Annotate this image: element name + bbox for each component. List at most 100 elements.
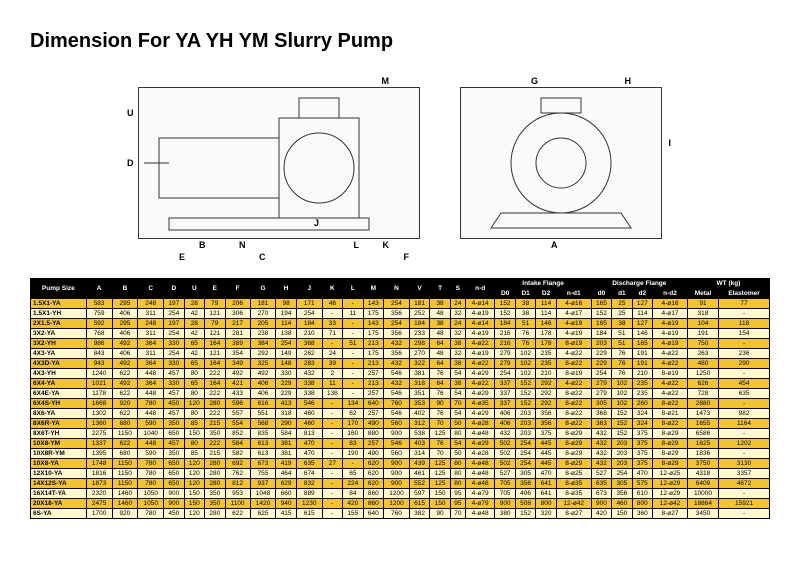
dim-cell: 120	[184, 479, 204, 489]
pump-size-cell: 3X2-YH	[31, 339, 87, 349]
dim-cell: 2880	[687, 399, 718, 409]
dim-cell: 235	[536, 359, 556, 369]
dim-cell: 1040	[138, 429, 164, 439]
dim-cell: 4-ø48	[465, 509, 495, 519]
dim-cell: 24	[450, 319, 465, 329]
dim-cell: 406	[495, 419, 515, 429]
dim-cell: 206	[225, 299, 250, 309]
dim-cell: 8-ø35	[556, 489, 591, 499]
dim-cell: 445	[536, 449, 556, 459]
dim-cell: 254	[515, 439, 535, 449]
dim-b: B	[199, 240, 206, 250]
dim-cell: 76	[612, 369, 632, 379]
dim-cell: 1021	[86, 379, 112, 389]
dim-cell: 155	[343, 509, 363, 519]
dim-cell: 650	[164, 479, 184, 489]
dim-cell: 257	[363, 369, 383, 379]
dim-cell: 210	[632, 369, 652, 379]
dim-cell: 121	[205, 349, 225, 359]
dim-cell: 32	[450, 329, 465, 339]
dim-cell: 337	[495, 379, 515, 389]
dim-cell: 175	[363, 329, 383, 339]
dim-cell: 178	[536, 339, 556, 349]
dim-cell: 4-ø22	[465, 359, 495, 369]
dim-cell: 622	[112, 369, 138, 379]
dim-cell: 42	[184, 309, 204, 319]
dim-cell: 546	[384, 439, 410, 449]
table-row: 4X3D-YA9434923643306516434932514828339-2…	[31, 359, 770, 369]
dim-cell: -	[322, 509, 342, 519]
col-header: T	[430, 279, 450, 299]
dim-cell: 889	[296, 489, 322, 499]
table-row: 1.5X1-YH75940631125442121306270194254-11…	[31, 309, 770, 319]
col-header: E	[205, 279, 225, 299]
table-row: 3X2-YA7684063112544212128123813821071-17…	[31, 329, 770, 339]
dim-cell: 54	[450, 369, 465, 379]
dim-cell: 203	[515, 429, 535, 439]
dim-cell: 8-ø29	[653, 429, 688, 439]
dim-cell: 279	[495, 349, 515, 359]
dim-cell: 175	[363, 349, 383, 359]
dim-cell: 568	[250, 419, 276, 429]
dim-cell: 432	[384, 379, 410, 389]
dim-cell: 262	[296, 349, 322, 359]
col-header: H	[276, 279, 296, 299]
dim-cell: 673	[591, 489, 611, 499]
dim-cell: 4-ø14	[465, 319, 495, 329]
dim-cell: 356	[515, 479, 535, 489]
dim-cell: 8-ø19	[556, 369, 591, 379]
dim-cell: 920	[112, 399, 138, 409]
dim-cell: 461	[409, 469, 429, 479]
dim-cell: 120	[184, 469, 204, 479]
dim-cell: 203	[612, 459, 632, 469]
dim-cell: 28	[184, 319, 204, 329]
dim-cell: 3450	[687, 509, 718, 519]
col-header: Intake Flange	[495, 279, 591, 289]
dim-cell: 114	[536, 309, 556, 319]
dim-cell: 1150	[112, 429, 138, 439]
dim-cell: 77	[719, 299, 770, 309]
dim-cell: 229	[276, 389, 296, 399]
dim-cell: 138	[276, 329, 296, 339]
dim-cell: 235	[536, 349, 556, 359]
dim-cell: 381	[409, 369, 429, 379]
dim-cell: 38	[450, 339, 465, 349]
dim-cell: 356	[384, 309, 410, 319]
dim-cell: 584	[276, 429, 296, 439]
dim-cell: 4-ø19	[465, 329, 495, 339]
dim-cell: 270	[409, 349, 429, 359]
dim-cell: 597	[409, 489, 429, 499]
dim-cell: 24	[450, 299, 465, 309]
table-row: 10X8-YM133762244845780222584613381470-83…	[31, 439, 770, 449]
dim-cell: 432	[384, 339, 410, 349]
dim-j: J	[314, 218, 319, 228]
pump-size-cell: 6X4-YA	[31, 379, 87, 389]
dim-cell: 622	[225, 509, 250, 519]
sub-header: D2	[536, 289, 556, 299]
dim-cell: 280	[205, 469, 225, 479]
dim-cell: 620	[363, 459, 383, 469]
dim-cell: 54	[450, 389, 465, 399]
dim-cell: 900	[164, 499, 184, 509]
page-title: Dimension For YA YH YM Slurry Pump	[30, 30, 770, 53]
dim-cell: 254	[515, 449, 535, 459]
dim-h: H	[625, 76, 632, 86]
dim-cell: 502	[495, 459, 515, 469]
dim-cell: 152	[515, 379, 535, 389]
table-row: 8X6T-YH227511501040650150350852835584813…	[31, 429, 770, 439]
dim-cell: 279	[591, 379, 611, 389]
dim-cell: 91	[687, 299, 718, 309]
dim-cell: 254	[164, 329, 184, 339]
dim-u: U	[127, 108, 134, 118]
dim-cell: 4-ø19	[465, 309, 495, 319]
dim-cell: 238	[250, 329, 276, 339]
sub-header: n-d2	[653, 289, 688, 299]
dim-cell: 64	[430, 359, 450, 369]
dim-cell: 324	[632, 409, 652, 419]
dim-cell: 880	[363, 429, 383, 439]
dim-cell: 4-ø79	[465, 499, 495, 509]
dim-cell: 28	[184, 299, 204, 309]
dim-cell: 4-ø16	[653, 299, 688, 309]
dim-cell: 406	[250, 389, 276, 399]
dim-cell: 337	[495, 399, 515, 409]
